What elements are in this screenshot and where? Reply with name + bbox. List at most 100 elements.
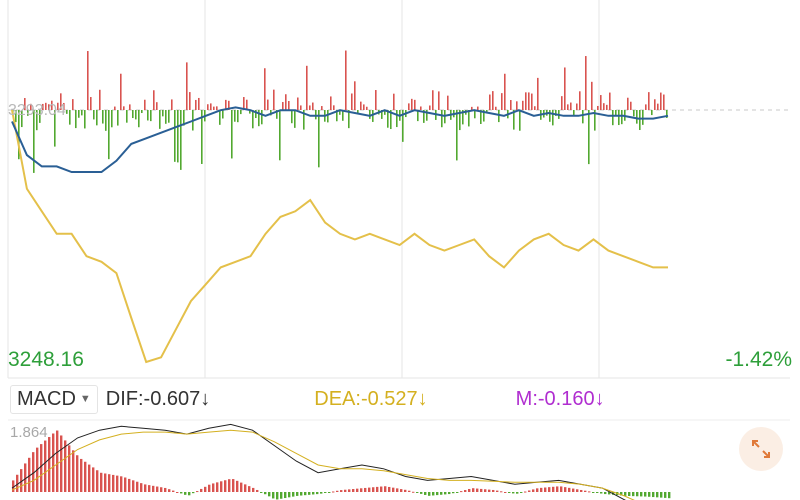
down-bar xyxy=(441,110,443,128)
macd-histogram xyxy=(12,430,671,500)
down-bar xyxy=(327,110,329,123)
up-bar xyxy=(144,99,146,110)
macd-bar-positive xyxy=(132,480,135,492)
up-bar xyxy=(72,99,74,110)
up-bar xyxy=(606,104,608,110)
macd-bar-positive xyxy=(168,489,171,492)
up-bar xyxy=(501,93,503,110)
macd-bar-positive xyxy=(540,487,543,492)
indicator-select[interactable]: MACD ▼ xyxy=(10,384,98,414)
macd-bar-positive xyxy=(528,490,531,492)
macd-bar-positive xyxy=(332,491,335,493)
down-bar xyxy=(621,110,623,125)
macd-bar-positive xyxy=(40,444,43,492)
up-bar xyxy=(567,104,569,110)
macd-bar-positive xyxy=(120,476,123,492)
up-bar xyxy=(216,106,218,110)
down-bar xyxy=(135,110,137,120)
up-bar xyxy=(660,92,662,110)
up-bar xyxy=(312,102,314,110)
macd-bar-positive xyxy=(504,492,507,493)
up-bar xyxy=(645,104,647,110)
macd-bar-negative xyxy=(656,492,659,498)
up-bar xyxy=(99,89,101,110)
macd-bar-positive xyxy=(336,490,339,492)
up-bar xyxy=(195,99,197,110)
macd-bar-positive xyxy=(20,469,23,492)
macd-bar-negative xyxy=(284,492,287,499)
up-bar xyxy=(510,100,512,110)
macd-bar-negative xyxy=(260,492,263,493)
up-bar xyxy=(306,65,308,110)
up-bar xyxy=(243,97,245,110)
down-bar xyxy=(21,110,23,128)
up-bar xyxy=(273,89,275,110)
macd-bar-negative xyxy=(456,492,459,493)
up-bar xyxy=(471,106,473,110)
macd-bar-positive xyxy=(112,474,115,492)
macd-indicator-bar: MACD ▼ DIF:-0.607↓ DEA:-0.527↓ M:-0.160↓ xyxy=(0,381,800,417)
macd-bar-negative xyxy=(608,492,611,495)
macd-bar-positive xyxy=(152,485,155,492)
macd-bar-positive xyxy=(364,487,367,492)
down-bar xyxy=(33,110,35,173)
down-bar xyxy=(519,110,521,131)
expand-button[interactable] xyxy=(739,427,783,471)
down-bar xyxy=(276,110,278,119)
macd-bar-positive xyxy=(344,489,347,492)
down-bar xyxy=(294,110,296,128)
macd-bar-positive xyxy=(404,489,407,492)
up-bar xyxy=(57,102,59,110)
up-bar xyxy=(429,105,431,110)
up-bar xyxy=(495,106,497,110)
macd-bar-positive xyxy=(484,489,487,492)
down-bar xyxy=(255,110,257,119)
down-bar xyxy=(417,110,419,122)
down-bar xyxy=(75,110,77,129)
macd-bar-positive xyxy=(196,491,199,493)
macd-bar-positive xyxy=(76,455,79,492)
up-bar xyxy=(330,96,332,110)
down-bar xyxy=(27,110,29,116)
macd-bar-negative xyxy=(648,492,651,497)
macd-bar-positive xyxy=(12,480,15,492)
up-bar xyxy=(393,93,395,110)
macd-bar-positive xyxy=(72,450,75,492)
down-bar xyxy=(636,110,638,124)
up-bar xyxy=(564,67,566,110)
macd-bar-negative xyxy=(180,492,183,494)
macd-bar-negative xyxy=(424,492,427,495)
down-bar xyxy=(456,110,458,161)
macd-bar-negative xyxy=(652,492,655,498)
up-bar xyxy=(207,104,209,110)
macd-bar-positive xyxy=(140,483,143,492)
macd-bar-negative xyxy=(644,492,647,497)
up-bar xyxy=(600,95,602,110)
down-bar xyxy=(384,110,386,115)
macd-bar-positive xyxy=(84,461,87,492)
down-bar xyxy=(159,110,161,129)
macd-bar-positive xyxy=(348,489,351,492)
up-bar xyxy=(297,97,299,110)
up-bar xyxy=(123,106,125,110)
macd-bar-positive xyxy=(388,486,391,492)
up-bar xyxy=(420,106,422,110)
down-bar xyxy=(261,110,263,125)
down-bar xyxy=(387,110,389,128)
up-bar xyxy=(213,106,215,110)
macd-bar-positive xyxy=(360,488,363,492)
macd-bar-positive xyxy=(216,482,219,492)
up-bar xyxy=(48,104,50,110)
macd-bar-positive xyxy=(536,488,539,492)
down-bar xyxy=(165,110,167,124)
up-bar xyxy=(489,94,491,110)
macd-bar-positive xyxy=(532,489,535,492)
down-bar xyxy=(108,110,110,160)
macd-bar-negative xyxy=(416,492,419,493)
macd-bar-negative xyxy=(632,492,635,497)
macd-bar-negative xyxy=(508,492,511,493)
down-bar xyxy=(252,110,254,129)
up-bar xyxy=(408,103,410,110)
up-bar xyxy=(288,100,290,110)
up-bar xyxy=(42,103,44,110)
